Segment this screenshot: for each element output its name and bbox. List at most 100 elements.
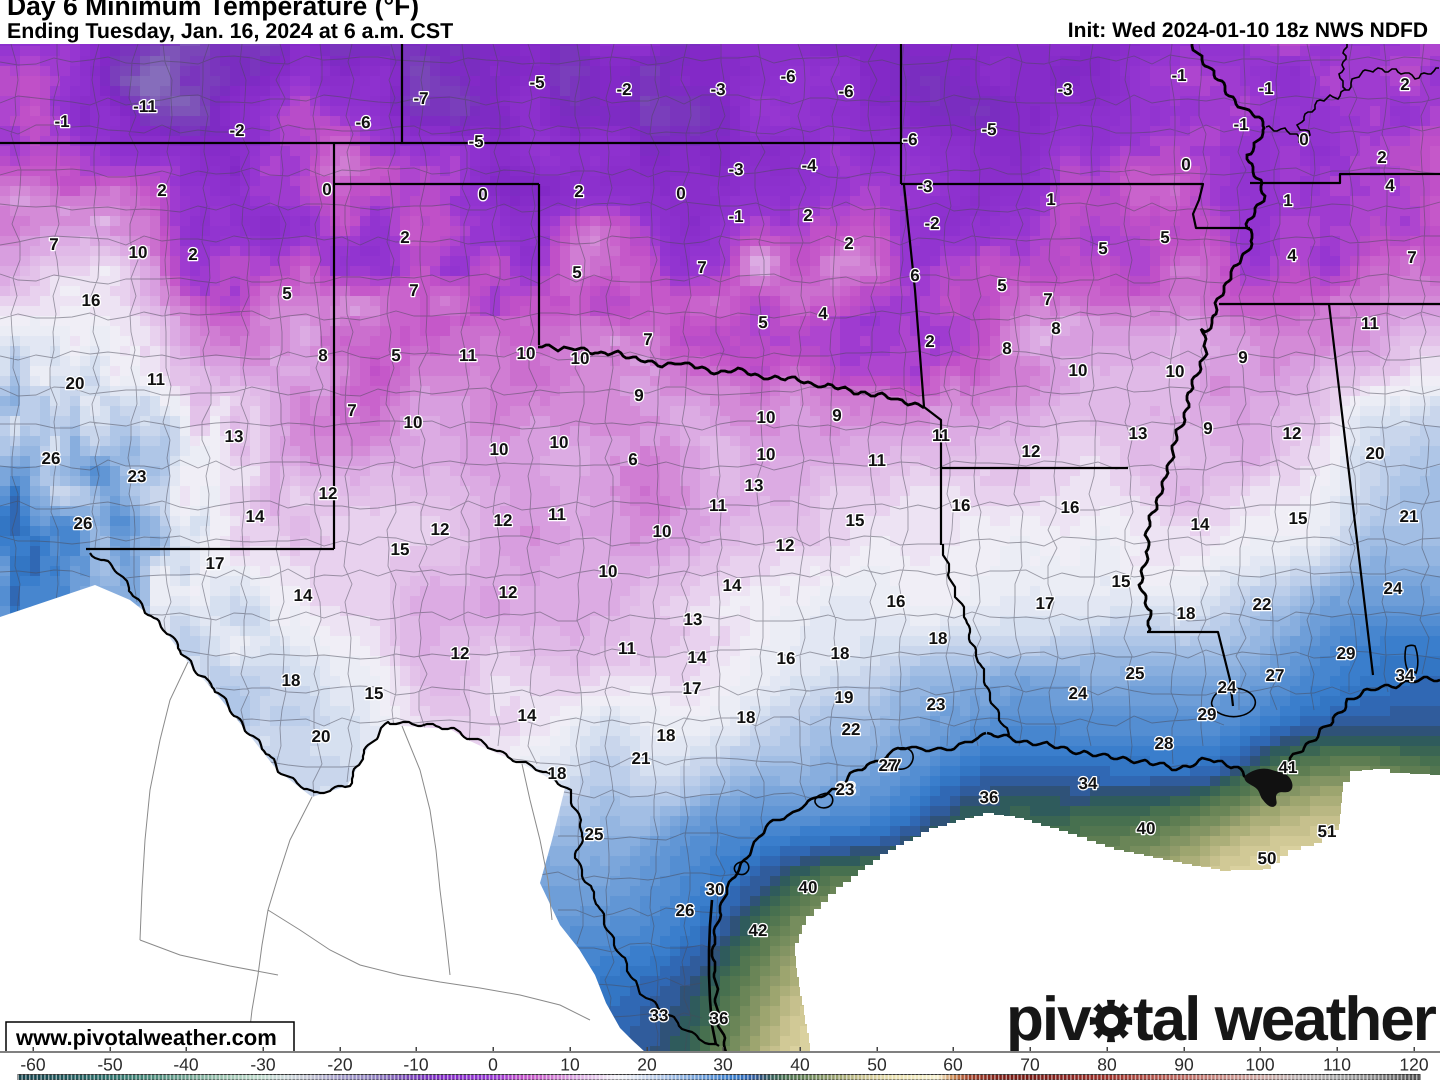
svg-text:21: 21 <box>632 749 651 768</box>
svg-text:16: 16 <box>1061 498 1080 517</box>
svg-text:10: 10 <box>490 440 509 459</box>
svg-text:18: 18 <box>737 708 756 727</box>
svg-text:24: 24 <box>1069 684 1088 703</box>
svg-text:22: 22 <box>842 720 861 739</box>
svg-text:20: 20 <box>637 1055 657 1075</box>
svg-text:piv: piv <box>1006 985 1092 1054</box>
svg-text:-5: -5 <box>529 73 544 92</box>
svg-text:2: 2 <box>400 228 409 247</box>
svg-text:5: 5 <box>997 276 1006 295</box>
svg-text:60: 60 <box>943 1055 963 1075</box>
svg-text:-2: -2 <box>229 121 244 140</box>
svg-text:80: 80 <box>1097 1055 1117 1075</box>
svg-text:8: 8 <box>1051 319 1060 338</box>
svg-text:0: 0 <box>478 185 487 204</box>
svg-text:50: 50 <box>1258 849 1277 868</box>
svg-text:-1: -1 <box>1258 79 1273 98</box>
svg-text:100: 100 <box>1245 1055 1274 1075</box>
svg-text:23: 23 <box>837 779 856 798</box>
svg-text:7: 7 <box>643 330 652 349</box>
svg-text:-6: -6 <box>838 82 853 101</box>
svg-text:18: 18 <box>1177 604 1196 623</box>
svg-text:-5: -5 <box>981 120 996 139</box>
svg-text:2: 2 <box>1377 148 1386 167</box>
svg-text:17: 17 <box>683 679 702 698</box>
svg-text:21: 21 <box>1400 507 1419 526</box>
svg-text:-10: -10 <box>403 1055 429 1075</box>
svg-text:8: 8 <box>318 346 327 365</box>
svg-text:9: 9 <box>1238 348 1247 367</box>
svg-text:0: 0 <box>1181 155 1190 174</box>
svg-text:7: 7 <box>409 281 418 300</box>
svg-text:18: 18 <box>282 671 301 690</box>
svg-text:-7: -7 <box>413 89 428 108</box>
svg-text:27: 27 <box>879 756 898 775</box>
svg-text:15: 15 <box>391 540 410 559</box>
svg-text:-4: -4 <box>801 156 817 175</box>
svg-text:4: 4 <box>818 304 828 323</box>
svg-text:40: 40 <box>1137 819 1156 838</box>
svg-text:0: 0 <box>322 180 331 199</box>
svg-text:-5: -5 <box>468 132 483 151</box>
svg-text:10: 10 <box>653 522 672 541</box>
svg-text:36: 36 <box>980 788 999 807</box>
svg-text:2: 2 <box>188 245 197 264</box>
svg-text:15: 15 <box>1112 572 1131 591</box>
svg-text:-50: -50 <box>97 1055 123 1075</box>
svg-text:Init: Wed 2024-01-10 18z NWS N: Init: Wed 2024-01-10 18z NWS NDFD <box>1068 19 1428 42</box>
svg-text:10: 10 <box>550 433 569 452</box>
svg-text:24: 24 <box>1218 678 1237 697</box>
svg-text:0: 0 <box>1299 130 1308 149</box>
svg-text:17: 17 <box>1036 594 1055 613</box>
svg-text:18: 18 <box>831 644 850 663</box>
svg-text:1: 1 <box>1283 191 1292 210</box>
svg-text:90: 90 <box>1174 1055 1194 1075</box>
svg-text:-3: -3 <box>1057 80 1072 99</box>
svg-text:-1: -1 <box>1233 115 1248 134</box>
svg-text:7: 7 <box>1043 290 1052 309</box>
svg-text:9: 9 <box>634 386 643 405</box>
svg-text:14: 14 <box>1191 515 1210 534</box>
svg-text:13: 13 <box>225 427 244 446</box>
svg-text:27: 27 <box>1266 666 1285 685</box>
svg-text:10: 10 <box>404 413 423 432</box>
svg-text:-3: -3 <box>917 177 932 196</box>
svg-text:-11: -11 <box>133 97 157 116</box>
svg-text:7: 7 <box>697 258 706 277</box>
svg-text:20: 20 <box>312 727 331 746</box>
svg-text:-6: -6 <box>780 67 795 86</box>
svg-text:23: 23 <box>128 467 147 486</box>
svg-text:-2: -2 <box>616 80 631 99</box>
svg-text:18: 18 <box>929 629 948 648</box>
svg-text:12: 12 <box>776 536 795 555</box>
svg-text:5: 5 <box>1160 228 1169 247</box>
svg-text:9: 9 <box>1203 419 1212 438</box>
svg-text:5: 5 <box>282 284 291 303</box>
svg-text:22: 22 <box>1253 595 1272 614</box>
svg-text:4: 4 <box>1385 176 1395 195</box>
svg-text:41: 41 <box>1279 758 1298 777</box>
svg-text:10: 10 <box>129 243 148 262</box>
svg-text:17: 17 <box>206 554 225 573</box>
svg-text:15: 15 <box>365 684 384 703</box>
svg-text:16: 16 <box>887 592 906 611</box>
svg-text:26: 26 <box>42 449 61 468</box>
svg-text:25: 25 <box>1126 664 1145 683</box>
svg-text:10: 10 <box>571 349 590 368</box>
svg-text:28: 28 <box>1155 734 1174 753</box>
svg-text:11: 11 <box>1361 314 1379 333</box>
svg-text:15: 15 <box>846 511 865 530</box>
svg-text:2: 2 <box>1400 75 1409 94</box>
svg-text:33: 33 <box>650 1006 669 1025</box>
svg-text:4: 4 <box>1287 246 1297 265</box>
svg-text:7: 7 <box>49 235 58 254</box>
svg-text:5: 5 <box>572 263 581 282</box>
svg-text:10: 10 <box>517 344 536 363</box>
svg-text:12: 12 <box>431 520 450 539</box>
svg-text:7: 7 <box>1407 248 1416 267</box>
svg-text:23: 23 <box>836 780 855 799</box>
svg-text:30: 30 <box>706 880 725 899</box>
svg-text:14: 14 <box>723 576 742 595</box>
svg-text:8: 8 <box>1002 339 1011 358</box>
svg-text:34: 34 <box>1079 774 1098 793</box>
